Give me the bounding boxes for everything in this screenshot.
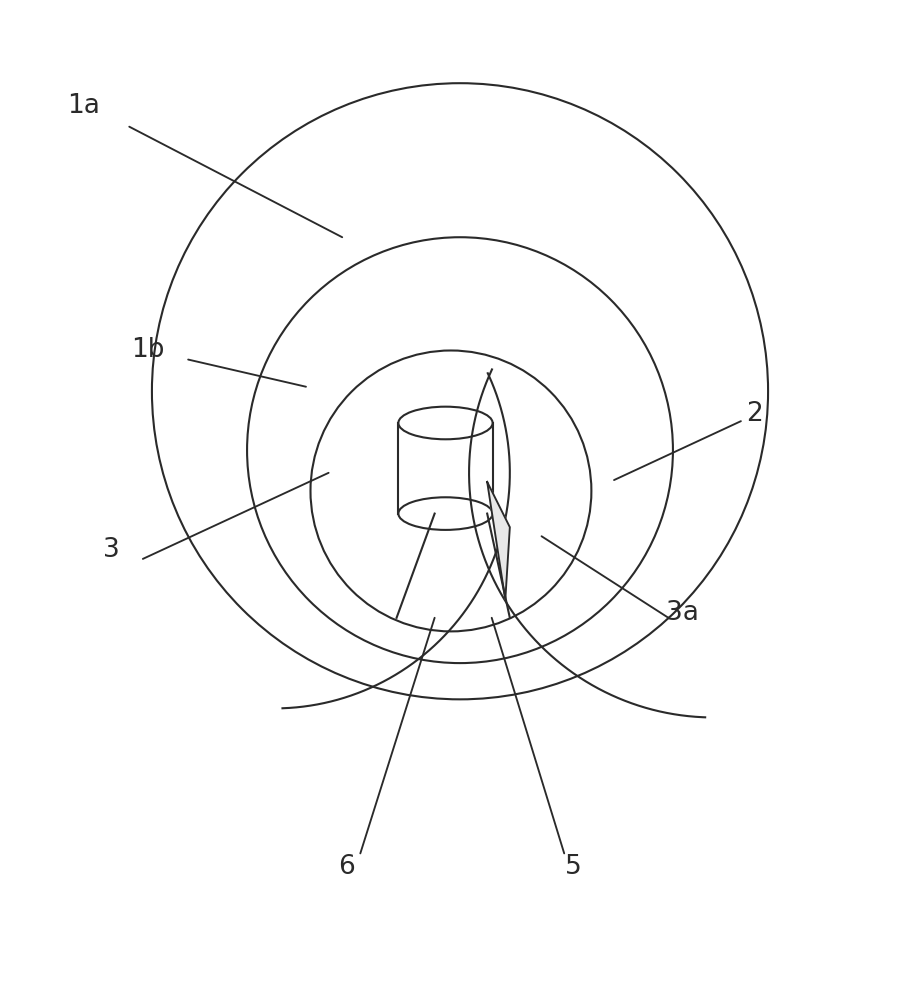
Polygon shape: [487, 482, 509, 600]
Text: 1b: 1b: [130, 337, 164, 363]
Text: 5: 5: [564, 854, 581, 880]
Text: 1a: 1a: [67, 93, 100, 119]
Text: 2: 2: [745, 401, 762, 427]
Text: 3: 3: [103, 537, 119, 563]
Text: 3a: 3a: [664, 600, 698, 626]
Text: 6: 6: [338, 854, 355, 880]
